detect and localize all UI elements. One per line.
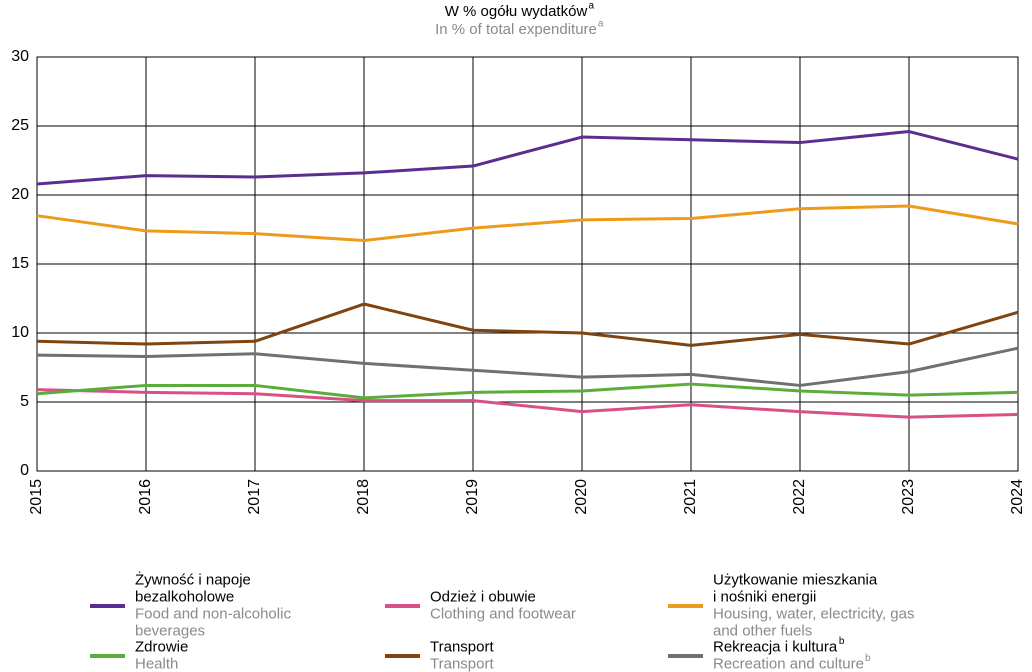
series-line <box>36 388 1019 419</box>
legend-label-en: Health <box>135 655 178 672</box>
legend-label: Żywność i napoje <box>135 570 251 588</box>
legend-label-en: beverages <box>135 622 205 639</box>
legend-label: Odzież i obuwie <box>430 588 536 605</box>
legend-label: Rekreacja i kultura <box>713 638 838 655</box>
x-tick-label: 2022 <box>791 479 808 515</box>
chart-title: W % ogółu wydatków <box>445 3 588 20</box>
x-tick-label: 2018 <box>355 479 372 515</box>
series-line <box>36 302 1019 347</box>
y-tick-label: 25 <box>11 117 29 134</box>
legend-label-en: Transport <box>430 655 494 672</box>
y-tick-label: 15 <box>11 255 29 272</box>
y-tick-label: 20 <box>11 186 29 203</box>
x-tick-label: 2023 <box>900 479 917 515</box>
x-tick-label: 2017 <box>246 479 263 515</box>
superscript: b <box>865 653 871 664</box>
x-tick-label: 2016 <box>137 479 154 515</box>
y-tick-label: 0 <box>20 462 29 479</box>
superscript: a <box>588 1 594 12</box>
legend-label: bezalkoholowe <box>135 588 234 605</box>
legend-label: Zdrowie <box>135 638 188 655</box>
chart-subtitle: In % of total expenditure <box>435 21 597 38</box>
legend-label: Użytkowanie mieszkania <box>713 571 878 588</box>
legend-label-en: Recreation and culture <box>713 655 864 672</box>
x-tick-label: 2019 <box>464 479 481 515</box>
y-tick-label: 5 <box>20 393 29 410</box>
x-tick-label: 2020 <box>573 479 590 515</box>
series-line <box>36 130 1019 186</box>
series-line <box>36 204 1019 243</box>
legend-label-en: Housing, water, electricity, gas <box>713 605 914 622</box>
x-tick-label: 2024 <box>1009 479 1026 515</box>
plot-border <box>36 56 1019 472</box>
legend-label-en: and other fuels <box>713 622 812 639</box>
x-tick-label: 2015 <box>28 479 45 515</box>
y-tick-label: 30 <box>11 48 29 65</box>
legend-label-en: Food and non-alcoholic <box>135 605 291 622</box>
legend-label-en: Clothing and footwear <box>430 605 576 622</box>
superscript: b <box>839 636 845 647</box>
superscript: a <box>598 19 604 30</box>
legend-label: Transport <box>430 638 494 655</box>
series-line <box>36 346 1019 387</box>
legend-label: i nośniki energii <box>713 588 816 605</box>
y-tick-label: 10 <box>11 324 29 341</box>
x-tick-label: 2021 <box>682 479 699 515</box>
series-line <box>36 382 1019 400</box>
